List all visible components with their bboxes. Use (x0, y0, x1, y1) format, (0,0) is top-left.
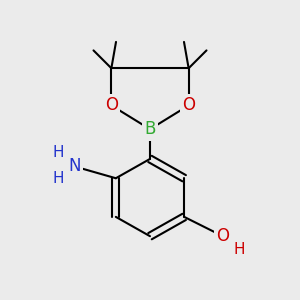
Text: O: O (182, 96, 195, 114)
Text: H: H (52, 146, 64, 160)
Text: H: H (52, 171, 64, 186)
Text: N: N (68, 157, 80, 175)
Text: O: O (216, 227, 229, 245)
Text: H: H (233, 242, 245, 257)
Text: B: B (144, 120, 156, 138)
Text: O: O (105, 96, 118, 114)
